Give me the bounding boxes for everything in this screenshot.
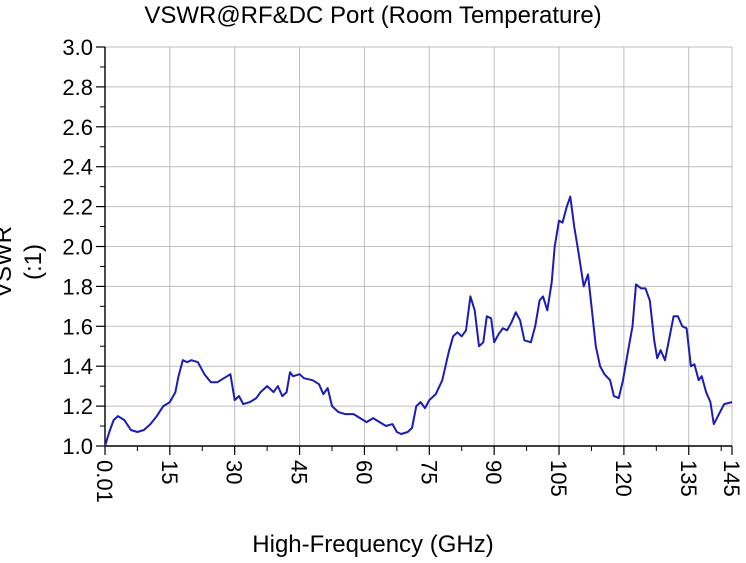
x-tick-label: 75	[416, 460, 441, 484]
x-axis-label: High-Frequency (GHz)	[252, 531, 494, 558]
x-tick-label: 145	[719, 460, 744, 497]
x-tick-label: 45	[287, 460, 312, 484]
grid-layer	[104, 46, 733, 447]
x-tick-label: 0.01	[92, 460, 117, 503]
y-tick-label: 2.2	[62, 195, 93, 220]
y-tick-label: 1.4	[62, 354, 93, 379]
x-tick-label: 105	[546, 460, 571, 497]
x-tick-label: 120	[611, 460, 636, 497]
y-tick-label: 2.8	[62, 75, 93, 100]
y-tick-label: 1.6	[62, 314, 93, 339]
y-axis-label: VSWR (:1)	[0, 226, 47, 298]
x-tick-label: 15	[157, 460, 182, 484]
y-tick-label: 3.0	[62, 35, 93, 60]
x-tick-label: 90	[481, 460, 506, 484]
vswr-series-line	[104, 195, 733, 447]
chart-title: VSWR@RF&DC Port (Room Temperature)	[144, 2, 602, 29]
y-tick-label: 1.2	[62, 394, 93, 419]
y-tick-label: 2.6	[62, 115, 93, 140]
x-tick-label: 30	[222, 460, 247, 484]
x-tick-label: 60	[351, 460, 376, 484]
y-tick-label: 2.0	[62, 235, 93, 260]
x-tick-label: 135	[676, 460, 701, 497]
y-tick-label: 2.4	[62, 155, 93, 180]
axis-layer	[96, 46, 733, 455]
y-tick-label: 1.8	[62, 274, 93, 299]
y-tick-label: 1.0	[62, 434, 93, 459]
series-layer	[104, 195, 733, 447]
tick-label-layer: 1.0 1.2 1.4 1.6 1.8 2.0 2.2 2.4 2.6 2.8 3.0 0.01 15 3…	[62, 35, 744, 503]
